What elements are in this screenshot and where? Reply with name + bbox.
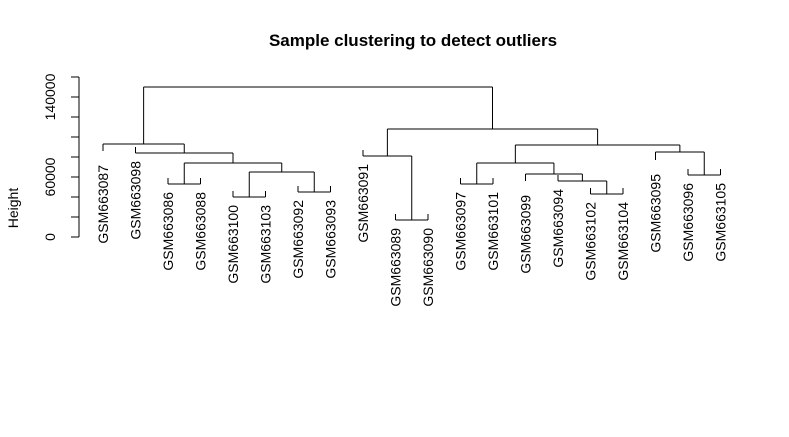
chart-title: Sample clustering to detect outliers	[269, 31, 557, 50]
leaf-label: GSM663093	[323, 200, 339, 279]
leaf-label: GSM663097	[453, 192, 469, 271]
leaf-label: GSM663104	[615, 202, 631, 281]
leaf-label: GSM663101	[485, 192, 501, 271]
leaf-label: GSM663087	[95, 165, 111, 244]
leaf-label: GSM663100	[225, 205, 241, 284]
leaf-label: GSM663095	[648, 174, 664, 253]
leaf-label: GSM663103	[258, 205, 274, 284]
leaf-label: GSM663092	[290, 200, 306, 279]
leaf-label: GSM663099	[518, 195, 534, 274]
leaf-label: GSM663102	[583, 202, 599, 281]
y-tick-label: 60000	[42, 157, 58, 196]
leaf-label: GSM663094	[550, 189, 566, 268]
y-tick-label: 140000	[42, 73, 58, 120]
leaf-label: GSM663088	[193, 192, 209, 271]
leaf-label: GSM663098	[128, 161, 144, 240]
leaf-label: GSM663105	[713, 183, 729, 262]
leaf-labels: GSM663087 GSM663098 GSM663086 GSM663088 GSM6…	[95, 161, 729, 307]
dendrogram-branches	[102, 86, 721, 221]
leaf-label: GSM663090	[420, 228, 436, 307]
y-axis: 0 60000 140000	[42, 73, 80, 241]
leaf-label: GSM663096	[680, 183, 696, 262]
y-axis-label: Height	[5, 188, 21, 229]
leaf-label: GSM663091	[355, 164, 371, 243]
leaf-label: GSM663086	[160, 192, 176, 271]
leaf-label: GSM663089	[388, 228, 404, 307]
y-tick-label: 0	[42, 233, 58, 241]
